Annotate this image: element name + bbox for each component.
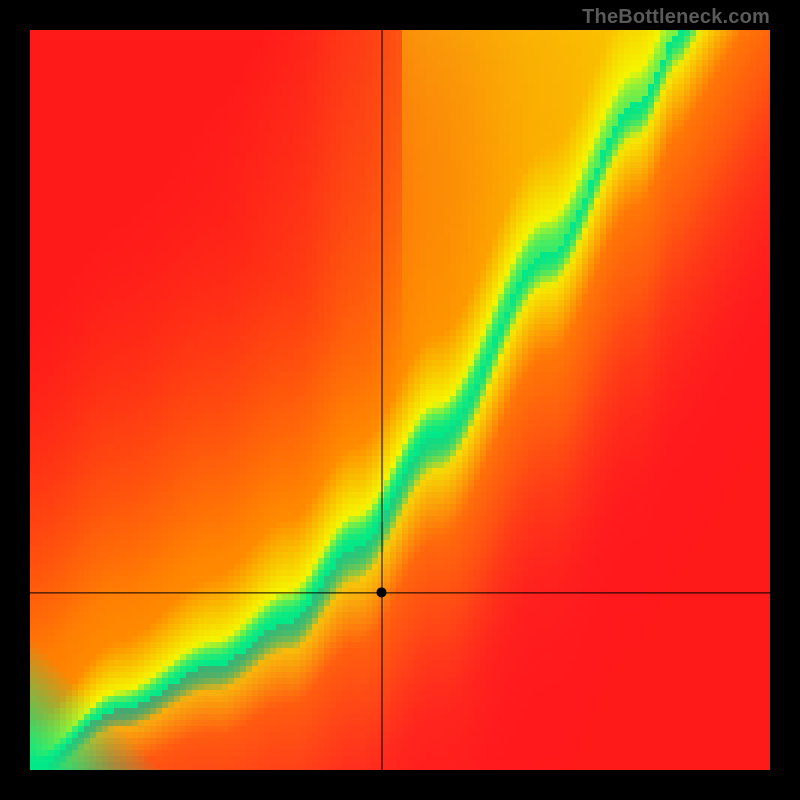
chart-container: TheBottleneck.com <box>0 0 800 800</box>
watermark-text: TheBottleneck.com <box>582 6 770 29</box>
heatmap-canvas <box>0 0 800 800</box>
